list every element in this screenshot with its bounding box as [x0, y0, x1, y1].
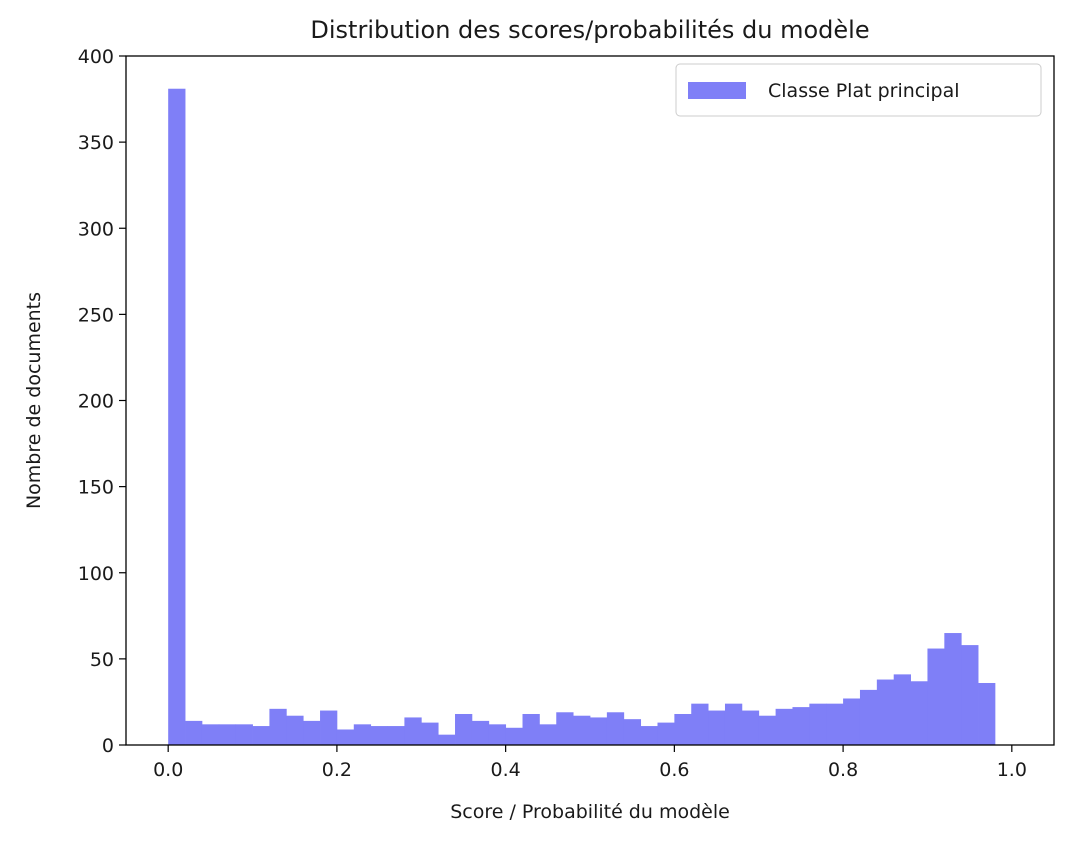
histogram-bar: [657, 722, 675, 745]
chart-title: Distribution des scores/probabilités du …: [310, 16, 869, 44]
histogram-bar: [893, 674, 911, 745]
histogram-bar: [286, 715, 304, 745]
y-tick-label: 350: [78, 132, 114, 154]
histogram-bar: [573, 715, 591, 745]
y-tick-label: 200: [78, 391, 114, 413]
y-tick-label: 100: [78, 563, 114, 585]
histogram-bar: [185, 720, 203, 745]
histogram-bar: [269, 708, 287, 745]
legend: Classe Plat principal: [675, 63, 1042, 117]
histogram-bar: [674, 713, 692, 745]
legend-box: [675, 63, 1042, 117]
histogram-bar: [522, 713, 540, 745]
histogram-bar: [421, 722, 439, 745]
y-tick-label: 300: [78, 218, 114, 240]
legend-swatch: [688, 82, 746, 99]
histogram-bar: [590, 717, 608, 745]
y-tick-label: 250: [78, 304, 114, 326]
histogram-bar: [218, 724, 237, 745]
legend-label: Classe Plat principal: [768, 80, 959, 102]
histogram-bar: [455, 713, 473, 745]
histogram-bar: [623, 719, 642, 745]
x-axis-label: Score / Probabilité du modèle: [450, 801, 730, 823]
histogram-bar: [252, 726, 270, 745]
histogram-bar: [809, 703, 827, 745]
histogram-bar: [927, 648, 945, 745]
x-tick-label: 0.0: [153, 759, 183, 781]
histogram-bar: [336, 729, 355, 745]
histogram-bar: [775, 708, 793, 745]
y-tick-label: 150: [78, 477, 114, 499]
y-tick-label: 50: [90, 649, 114, 671]
histogram-bar: [539, 724, 557, 745]
histogram-bar: [606, 712, 625, 745]
x-tick-label: 0.6: [659, 759, 689, 781]
histogram-bar: [353, 724, 372, 745]
histogram-bars: [168, 88, 996, 746]
histogram-bar: [876, 679, 895, 745]
histogram-bar: [370, 726, 388, 745]
histogram-bar: [640, 726, 658, 745]
histogram-bar: [859, 689, 878, 745]
histogram-bar: [944, 633, 962, 745]
histogram-bar: [792, 707, 810, 745]
y-tick-label: 400: [78, 46, 114, 68]
y-tick-label: 0: [102, 735, 114, 757]
histogram-bar: [741, 710, 760, 745]
y-axis-ticks: 0 50 100 150 200 250 300 350 400: [78, 46, 126, 757]
histogram-bar: [387, 726, 405, 745]
x-axis-ticks: 0.0 0.2 0.4 0.6 0.8 1.0: [153, 745, 1027, 781]
x-tick-label: 0.2: [322, 759, 352, 781]
y-axis-label: Nombre de documents: [23, 292, 45, 509]
x-tick-label: 0.8: [828, 759, 858, 781]
histogram-bar: [303, 720, 321, 745]
histogram-bar: [471, 720, 490, 745]
histogram-bar: [201, 724, 220, 745]
histogram-bar: [843, 698, 861, 745]
histogram-bar: [724, 703, 743, 745]
histogram-bar: [691, 703, 709, 745]
histogram-bar: [978, 682, 996, 745]
histogram-bar: [556, 712, 574, 745]
histogram-bar: [235, 724, 253, 745]
x-tick-label: 0.4: [491, 759, 521, 781]
histogram-bar: [910, 681, 928, 745]
histogram-bar: [438, 734, 456, 745]
histogram-bar: [168, 88, 186, 746]
histogram-bar: [404, 717, 422, 745]
histogram-bar: [758, 715, 776, 745]
histogram-bar: [488, 724, 507, 745]
histogram-bar: [708, 710, 726, 745]
histogram-bar: [826, 703, 844, 745]
histogram-bar: [320, 710, 338, 745]
plot-frame: [125, 55, 1055, 746]
x-tick-label: 1.0: [997, 759, 1027, 781]
histogram-bar: [505, 727, 523, 745]
histogram-bar: [961, 645, 979, 745]
